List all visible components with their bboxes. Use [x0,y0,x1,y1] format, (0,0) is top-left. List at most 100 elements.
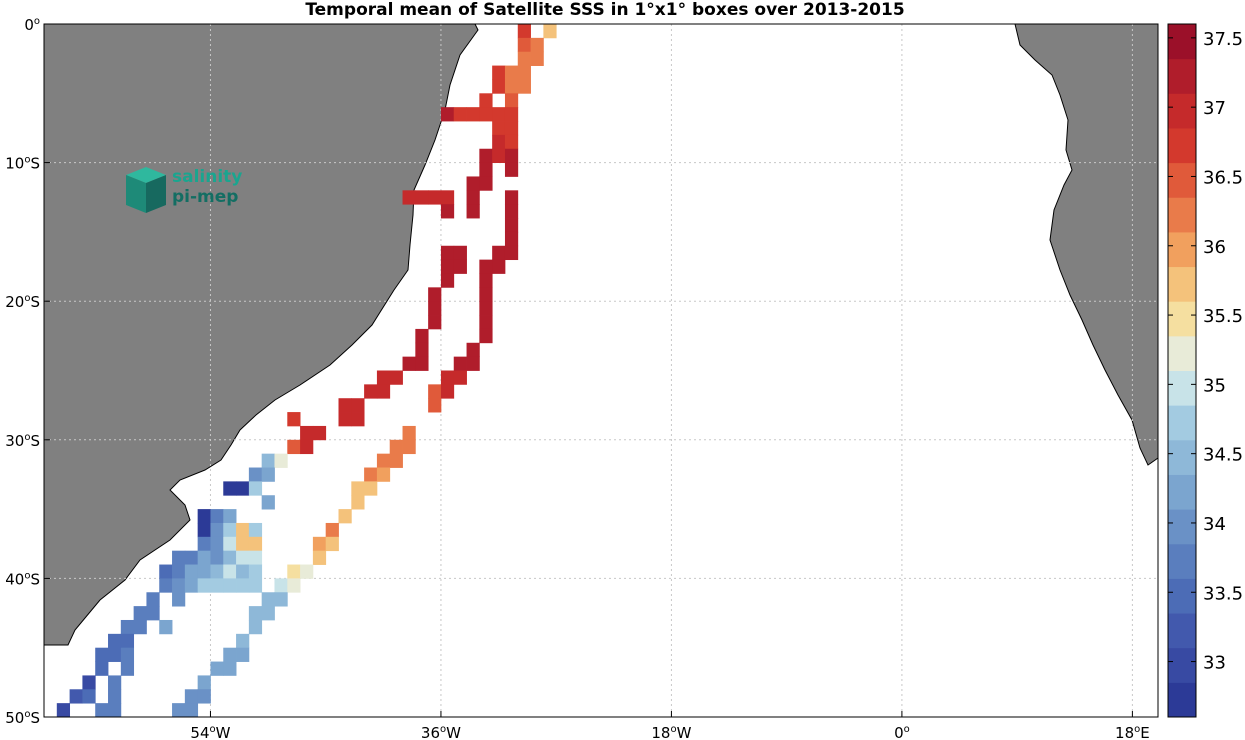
sss-cell [287,564,301,579]
sss-cell [172,703,186,717]
sss-cell [492,148,506,163]
sss-cell [197,536,211,552]
sss-cell [210,509,224,524]
colorbar-segment [1168,58,1196,94]
sss-cell [197,564,211,579]
colorbar-tick-label: 33 [1203,653,1226,674]
sss-cell [428,301,442,316]
sss-cell [146,606,160,621]
x-tick-label: 36oW [421,724,461,740]
sss-cell [236,536,250,552]
sss-cell [261,592,275,607]
sss-cell [274,592,288,607]
y-tick-label: 40oS [5,570,40,588]
sss-cell [466,176,480,191]
latitude-axis: 0o 10oS 20oS 30oS 40oS 50oS [5,16,50,727]
sss-cell [479,315,493,330]
y-tick-label: 30oS [5,432,40,450]
sss-cell [389,453,403,468]
colorbar-segment [1168,197,1196,233]
sss-cell [517,24,531,39]
map-frame [43,23,1159,718]
sss-cell [120,661,135,676]
sss-cell [184,564,199,579]
sss-cell [504,148,519,163]
colorbar-segment [1168,335,1196,371]
sss-cell [108,703,122,717]
colorbar-ticks: 33 33.5 34 34.5 35 35.5 36 36.5 37 37.5 [1168,29,1243,674]
colorbar-tick-label: 36 [1203,237,1226,258]
sss-cell [159,564,173,579]
sss-cell [236,522,250,538]
sss-cell [428,384,442,399]
sss-cell [479,301,493,316]
sss-cell [325,522,339,538]
sss-cell [223,550,237,565]
x-tick-label: 18oW [651,724,691,740]
sss-cell [248,522,263,538]
sss-cell [543,24,557,39]
sss-cell [376,467,391,482]
sss-cell [312,550,327,565]
sss-cell [492,65,506,80]
sss-cell [300,439,314,455]
sss-cell [146,592,160,607]
sss-cell [223,509,237,524]
sss-cell [402,190,416,205]
sss-cell [453,107,467,122]
sss-cell [236,578,250,593]
colorbar-tick-label: 37.5 [1203,29,1243,50]
sss-cell [402,439,416,455]
sss-cell [364,384,378,399]
x-tick-label: 0o [894,724,910,740]
sss-cell [466,107,480,122]
sss-cell [440,273,455,288]
sss-cell [364,481,378,496]
sss-cell [466,190,480,205]
sss-cell [223,536,237,552]
sss-cell [479,287,493,302]
sss-cell [248,536,263,552]
sss-cell [82,689,96,704]
sss-cell [95,661,109,676]
sss-cell [248,619,263,635]
sss-cell [338,412,352,427]
sss-cell [248,467,263,482]
sss-cell [287,439,301,455]
sss-cell [261,495,275,510]
colorbar-segment [1168,474,1196,510]
sss-cell [108,633,122,649]
sss-cell [453,259,467,274]
sss-cell [492,245,506,261]
salinity-pi-mep-logo: salinity pi-mep [122,165,252,215]
sss-cell [261,606,275,621]
sss-cell [95,703,109,717]
sss-cell [261,453,275,468]
sss-cell [376,370,391,385]
sss-cell [376,384,391,399]
colorbar-tick-label: 34 [1203,514,1226,535]
sss-cell [120,647,135,662]
colorbar-segment [1168,24,1196,60]
sss-cell [197,550,211,565]
sss-cell [492,79,506,94]
colorbar-segment [1168,509,1196,545]
sss-cell [248,578,263,593]
sss-cell [351,412,365,427]
sss-cell [210,564,224,579]
sss-cell [197,509,211,524]
sss-cell [428,287,442,302]
sss-cell [453,356,467,371]
sss-cell [274,578,288,593]
sss-cell [389,439,403,455]
colorbar-segment [1168,613,1196,649]
colorbar-tick-label: 35.5 [1203,306,1243,327]
sss-cell [492,107,506,122]
sss-cell [440,259,455,274]
sss-cell [504,107,519,122]
sss-cell [223,647,237,662]
sss-cell [517,37,531,53]
sss-cell [133,606,147,621]
sss-cell [95,647,109,662]
